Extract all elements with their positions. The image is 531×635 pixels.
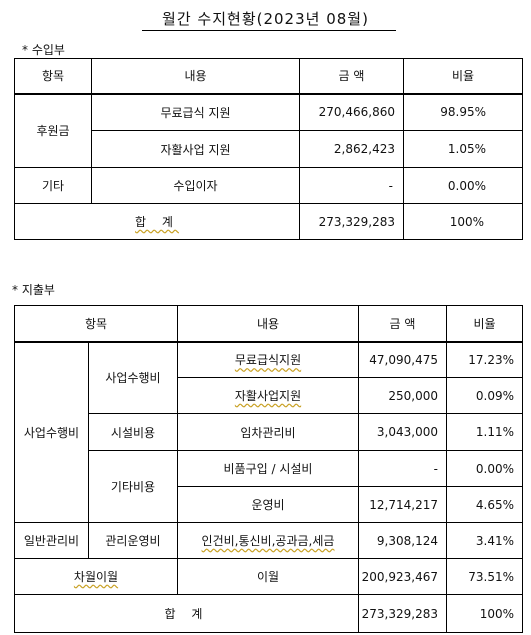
table-row: 자활사업 지원 2,862,423 1.05% (15, 130, 523, 168)
content-cell: 인건비,통신비,공과금,세금 (177, 522, 359, 559)
subgroup-business-exec: 사업수행비 (88, 340, 178, 414)
page-title: 월간 수지현황(2023년 08월) (162, 10, 369, 28)
content-cell: 무료급식 지원 (91, 92, 300, 131)
table-row: 사업수행비 사업수행비 무료급식지원 47,090,475 17.23% (14, 340, 523, 523)
content-cell: 자활사업 지원 (91, 130, 300, 168)
header-content: 내용 (177, 305, 359, 342)
amount-cell: 3,043,000 (358, 413, 447, 451)
total-ratio: 100% (446, 594, 523, 633)
group-general: 일반관리비 (14, 522, 89, 559)
amount-cell: 250,000 (358, 377, 447, 414)
ratio-cell: 98.95% (403, 92, 523, 131)
total-label-text: 합 계 (164, 607, 209, 621)
table-row: 기타 수입이자 - 0.00% (14, 167, 523, 204)
table-row: 기타비용 비품구입 / 시설비 - 0.00% (15, 450, 523, 523)
expense-section-label: * 지출부 (12, 283, 55, 297)
ratio-cell: 17.23% (446, 340, 523, 378)
ratio-cell: 0.00% (446, 450, 523, 487)
total-label-text: 합 계 (135, 215, 179, 229)
total-label: 합 계 (14, 203, 300, 240)
table-row: 자활사업지원 250,000 0.09% (15, 377, 523, 414)
income-table: 항목 내용 금 액 비율 후원금 무료급식 지원 270,466,860 98.… (14, 58, 523, 240)
content-cell: 운영비 (177, 486, 359, 523)
ratio-cell: 4.65% (446, 486, 523, 523)
group-business: 사업수행비 (14, 340, 89, 523)
income-section-label: * 수입부 (22, 43, 65, 57)
table-row: 차월이월 이월 200,923,467 73.51% (14, 558, 523, 595)
amount-cell: 12,714,217 (358, 486, 447, 523)
content-cell: 수입이자 (91, 167, 300, 204)
ratio-cell: 0.00% (403, 167, 523, 204)
content-cell: 이월 (177, 558, 359, 595)
subgroup-other: 기타비용 (88, 450, 178, 523)
content-text: 무료급식지원 (234, 353, 302, 368)
header-category: 항목 (14, 58, 92, 94)
amount-cell: 200,923,467 (358, 558, 447, 595)
amount-cell: 9,308,124 (358, 522, 447, 559)
amount-cell: 270,466,860 (299, 92, 404, 131)
content-text: 인건비,통신비,공과금,세금 (201, 534, 335, 548)
header-category: 항목 (14, 305, 178, 342)
table-row: 운영비 12,714,217 4.65% (15, 486, 523, 523)
carryover-text: 차월이월 (73, 570, 119, 584)
header-content: 내용 (91, 58, 300, 94)
content-cell: 임차관리비 (177, 413, 359, 451)
expense-table: 항목 내용 금 액 비율 사업수행비 사업수행비 무료급식지원 47,090,4… (14, 305, 523, 633)
content-text: 자활사업지원 (234, 389, 302, 403)
header-amount: 금 액 (358, 305, 447, 342)
ratio-cell: 1.05% (403, 130, 523, 168)
content-cell: 무료급식지원 (177, 340, 359, 378)
total-amount: 273,329,283 (358, 594, 447, 633)
amount-cell: - (358, 450, 447, 487)
subgroup-facility: 시설비용 (88, 413, 178, 451)
table-row: 후원금 무료급식 지원 270,466,860 98.95% (14, 92, 523, 168)
amount-cell: 47,090,475 (358, 340, 447, 378)
header-ratio: 비율 (403, 58, 523, 94)
total-row: 합 계 273,329,283 100% (14, 594, 523, 633)
group-carryover: 차월이월 (14, 558, 178, 595)
ratio-cell: 3.41% (446, 522, 523, 559)
ratio-cell: 73.51% (446, 558, 523, 595)
header-amount: 금 액 (299, 58, 404, 94)
table-row: 시설비용 임차관리비 3,043,000 1.11% (15, 413, 523, 451)
amount-cell: - (299, 167, 404, 204)
header-ratio: 비율 (446, 305, 523, 342)
ratio-cell: 1.11% (446, 413, 523, 451)
subgroup-mgmt: 관리운영비 (88, 522, 178, 559)
content-cell: 자활사업지원 (177, 377, 359, 414)
total-label: 합 계 (14, 594, 359, 633)
content-cell: 비품구입 / 시설비 (177, 450, 359, 487)
amount-cell: 2,862,423 (299, 130, 404, 168)
table-row: 일반관리비 관리운영비 인건비,통신비,공과금,세금 9,308,124 3.4… (14, 522, 523, 559)
total-amount: 273,329,283 (299, 203, 404, 240)
ratio-cell: 0.09% (446, 377, 523, 414)
income-header-row: 항목 내용 금 액 비율 (14, 58, 523, 94)
title-underline (142, 30, 396, 31)
expense-header-row: 항목 내용 금 액 비율 (14, 305, 523, 342)
total-row: 합 계 273,329,283 100% (14, 203, 523, 240)
category-cell: 후원금 (14, 92, 92, 168)
total-ratio: 100% (403, 203, 523, 240)
category-cell: 기타 (14, 167, 92, 204)
